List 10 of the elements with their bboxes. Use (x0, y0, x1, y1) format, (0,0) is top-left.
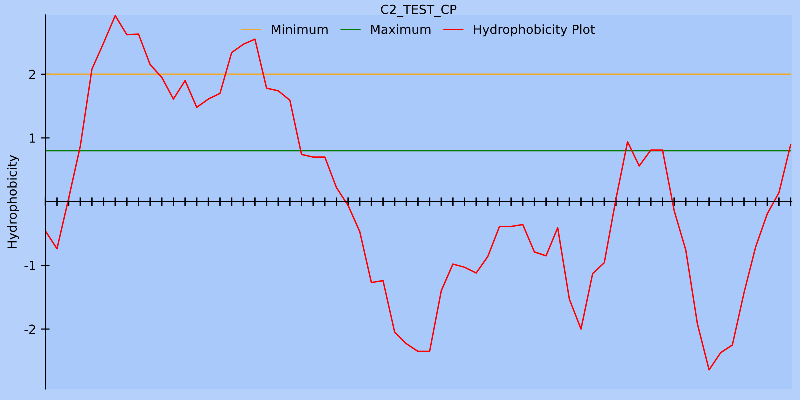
y-tick-label: 2 (30, 70, 36, 80)
legend-label: Maximum (371, 24, 431, 34)
chart-title: C2_TEST_CP (381, 4, 457, 18)
legend-label: Hydrophobicity Plot (474, 24, 596, 37)
y-tick-label: 1 (30, 134, 36, 143)
line-series (46, 15, 792, 371)
y-tick-label: -2 (24, 324, 36, 334)
y-tick-label: -1 (24, 261, 36, 270)
legend-label: Minimum (272, 24, 328, 34)
y-axis-title: Hydrophobicity (7, 155, 20, 248)
